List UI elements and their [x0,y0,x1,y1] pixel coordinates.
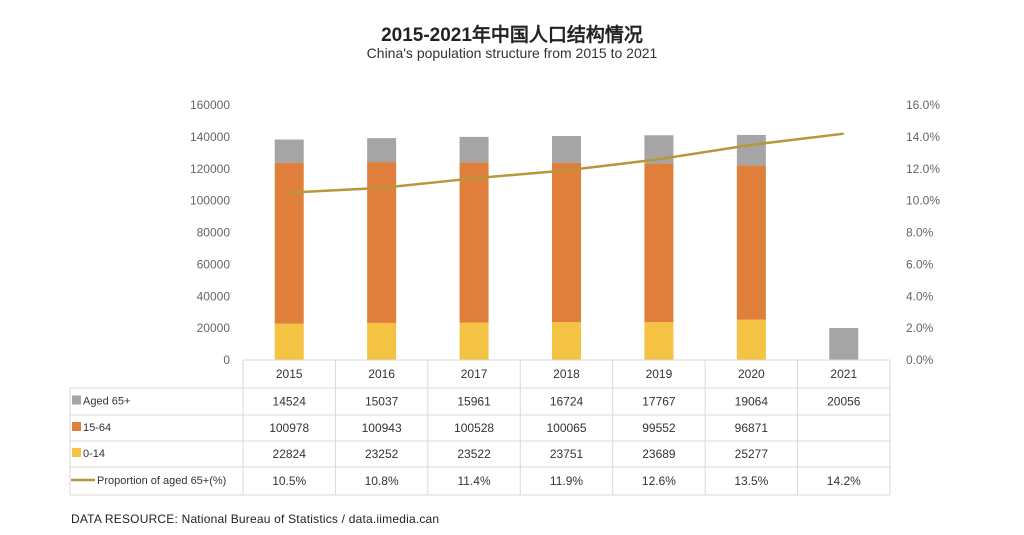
table-cell: 23522 [457,447,491,461]
table-cell: 19064 [735,395,769,409]
y2-tick-label: 12.0% [906,162,940,176]
chart-title: 2015-2021年中国人口结构情况 [381,25,643,46]
y-tick-label: 80000 [197,226,231,240]
table-cell: 100978 [269,421,309,435]
y-tick-label: 160000 [190,98,230,112]
table-cell: 99552 [642,421,676,435]
table-cell: 14.2% [827,474,861,488]
y-tick-label: 60000 [197,257,231,271]
legend-swatch-2 [72,448,81,457]
legend-label: Proportion of aged 65+(%) [97,475,226,487]
table-cell: 23689 [642,447,676,461]
table-cell: 11.9% [550,474,583,488]
bar-15-64 [552,162,581,323]
bar-15-64 [459,162,489,323]
bar-0-14 [552,322,581,360]
table-cell: 23751 [550,447,584,461]
bar-aged-65- [274,139,304,163]
table-cell: 23252 [365,447,399,461]
y-tick-label: 20000 [197,321,231,335]
table-cell: 25277 [735,447,769,461]
bar-0-14 [274,323,304,360]
table-cell: 16724 [550,395,584,409]
table-cell: 14524 [273,395,307,409]
bar-0-14 [459,322,489,360]
table-cell: 15961 [457,395,491,409]
bar-0-14 [736,319,766,360]
x-tick-label: 2020 [738,367,765,381]
y2-tick-label: 8.0% [906,226,934,240]
legend-label: 0-14 [83,448,105,460]
y-tick-label: 120000 [190,162,230,176]
legend-swatch-1 [72,422,81,431]
x-tick-label: 2016 [368,367,395,381]
bar-aged-65- [552,136,581,163]
table-cell: 96871 [735,421,769,435]
table-cell: 100065 [546,421,586,435]
x-tick-label: 2021 [830,367,857,381]
table-cell: 13.5% [734,474,768,488]
bar-aged-65- [459,136,489,163]
y2-tick-label: 4.0% [906,289,934,303]
table-cell: 100943 [362,421,402,435]
legend-label: Aged 65+ [83,396,130,408]
bar-aged-65- [367,138,397,163]
bar-15-64 [644,163,674,323]
bar-15-64 [274,162,304,324]
y-tick-label: 0 [223,353,230,367]
table-cell: 22824 [273,447,307,461]
y2-tick-label: 16.0% [906,98,940,112]
chart-subtitle: China's population structure from 2015 t… [366,45,658,61]
table-cell: 15037 [365,395,399,409]
table-cell: 12.6% [642,474,676,488]
y2-tick-label: 14.0% [906,130,940,144]
data-source: DATA RESOURCE: National Bureau of Statis… [71,512,440,526]
y2-tick-label: 2.0% [906,321,934,335]
bar-aged-65- [829,328,859,360]
table-cell: 11.4% [458,474,491,488]
y-tick-label: 140000 [190,130,230,144]
y2-tick-label: 0.0% [906,353,934,367]
table-cell: 20056 [827,395,861,409]
bar-aged-65- [736,134,766,166]
x-tick-label: 2015 [276,367,303,381]
table-cell: 100528 [454,421,494,435]
y-tick-label: 40000 [197,289,231,303]
bar-0-14 [367,322,397,360]
x-tick-label: 2018 [553,367,580,381]
y-tick-label: 100000 [190,194,230,208]
table-cell: 10.8% [365,474,399,488]
table-cell: 10.5% [272,474,306,488]
bar-15-64 [736,165,766,320]
x-tick-label: 2019 [646,367,673,381]
x-tick-label: 2017 [461,367,488,381]
legend-swatch-0 [72,395,81,405]
table-cell: 17767 [642,395,676,409]
y2-tick-label: 6.0% [906,257,934,271]
legend-label: 15-64 [83,422,111,434]
y2-tick-label: 10.0% [906,194,940,208]
bar-0-14 [644,322,674,360]
